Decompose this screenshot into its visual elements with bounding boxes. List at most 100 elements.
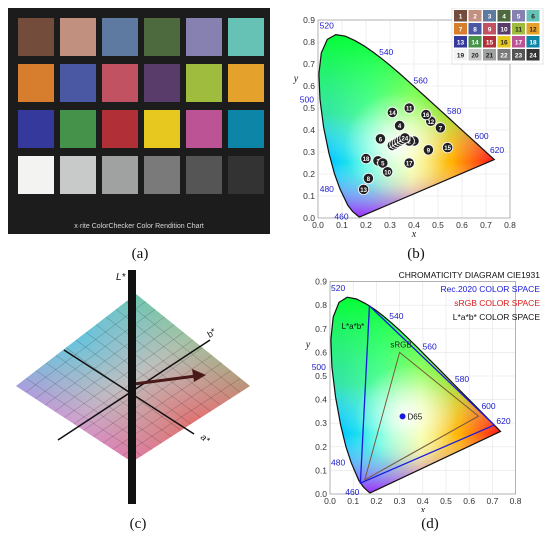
legend-swatch <box>512 36 525 48</box>
y-tick-label: 0.8 <box>315 300 327 310</box>
plot-frame <box>317 19 511 219</box>
y-tick-label: 0.0 <box>315 489 327 499</box>
y-tick-label: 0.7 <box>315 324 327 334</box>
color-patch <box>144 64 180 102</box>
y-axis-label: y <box>293 74 299 85</box>
colorchecker-point-label: 15 <box>444 146 451 152</box>
y-tick-label: 0.0 <box>303 213 315 223</box>
legend-swatch <box>483 23 496 35</box>
colorchecker-point <box>374 133 387 145</box>
color-patch <box>18 18 54 56</box>
color-patch <box>186 110 222 148</box>
y-tick-label: 0.7 <box>303 59 315 69</box>
legend-number: 12 <box>529 27 537 34</box>
y-tick-label: 0.6 <box>315 347 327 357</box>
wavelength-label: 620 <box>496 416 510 426</box>
colorchecker-point <box>422 144 434 156</box>
y-tick-label: 0.2 <box>303 169 315 179</box>
colorchecker-brand: x·rite ColorChecker Color Rendition Char… <box>74 223 204 230</box>
colorchecker-point-label: 4 <box>398 124 402 130</box>
legend-number: 21 <box>486 53 494 60</box>
color-patch <box>60 64 96 102</box>
colorchecker-point-label: 11 <box>406 107 413 113</box>
color-patch <box>60 110 96 148</box>
wavelength-label: 480 <box>331 458 345 468</box>
color-patch <box>18 110 54 148</box>
legend-swatch <box>483 36 496 48</box>
legend-swatch <box>497 23 511 35</box>
colorchecker-point <box>434 122 446 134</box>
legend-number: 7 <box>459 27 463 34</box>
x-tick-label: 0.4 <box>408 220 420 230</box>
wavelength-label: 560 <box>414 76 428 86</box>
y-tick-label: 0.5 <box>303 103 315 113</box>
legend-number: 11 <box>515 27 522 34</box>
legend-number: 8 <box>473 27 477 34</box>
legend-swatch <box>454 49 467 61</box>
colorchecker-point-label: 12 <box>427 120 434 126</box>
spectral-locus-outline <box>318 33 496 218</box>
x-tick-label: 0.4 <box>417 496 429 506</box>
legend-swatch <box>512 10 525 22</box>
colorchecker-point-label: 7 <box>439 126 443 132</box>
color-patch <box>102 64 138 102</box>
y-axis-label: y <box>305 340 311 351</box>
colorchecker-point <box>382 166 394 178</box>
colorchecker-point <box>403 157 415 169</box>
caption-c: (c) <box>129 516 147 532</box>
y-tick-label: 0.9 <box>315 277 327 287</box>
legend-number: 17 <box>515 40 523 47</box>
legend-swatch <box>512 49 525 61</box>
cie-points-panel: 0.0 0.1 0.2 0.3 0.4 0.5 0.6 0.7 0.8 0.0 0.1 0.2 0.3 0… <box>284 7 546 240</box>
x-tick-label: 0.6 <box>456 220 468 230</box>
x-axis-label: x <box>411 229 417 240</box>
color-patch <box>228 18 264 56</box>
lab-label: L*a*b* <box>342 322 365 331</box>
a-axis-label: a* <box>199 432 212 445</box>
cie-diagram-gamuts: 0.0 0.1 0.2 0.3 0.4 0.5 0.6 0.7 0.8 0.0 0.1 0.2 0.3 0… <box>305 270 541 516</box>
x-tick-label: 0.1 <box>347 496 359 506</box>
color-patch <box>18 156 54 194</box>
colorchecker-point <box>403 102 415 114</box>
legend-swatch <box>483 10 496 22</box>
colorchecker-point-label: 8 <box>367 177 371 183</box>
legend-swatch <box>483 49 496 61</box>
legend-swatch <box>454 36 467 48</box>
x-tick-label: 0.8 <box>510 496 522 506</box>
y-tick-label: 0.5 <box>315 371 327 381</box>
lab-vector-head <box>192 369 206 382</box>
x-tick-label: 0.5 <box>440 496 452 506</box>
colorchecker-point <box>386 106 399 119</box>
legend-swatch <box>468 23 482 35</box>
colorchecker-point-label: 16 <box>423 113 430 119</box>
legend-number: 5 <box>517 14 521 21</box>
rec2020-gamut <box>359 304 496 485</box>
legend-swatch <box>526 36 540 48</box>
wavelength-label: 520 <box>320 21 334 31</box>
colorchecker-point <box>399 132 411 144</box>
d65-label: D65 <box>408 412 423 421</box>
legend-swatch <box>454 10 467 22</box>
legend-swatch <box>526 10 540 22</box>
y-tick-label: 0.3 <box>315 418 327 428</box>
legend-number: 9 <box>488 27 492 34</box>
x-tick-label: 0.8 <box>504 220 516 230</box>
color-patch <box>60 18 96 56</box>
chart-title: CHROMATICITY DIAGRAM CIE1931 <box>399 270 541 280</box>
wavelength-label: 600 <box>474 131 488 141</box>
lab-vector <box>133 374 197 386</box>
legend-number: 18 <box>529 40 537 47</box>
wavelength-label: 560 <box>423 342 437 352</box>
legend-entry: sRGB COLOR SPACE <box>454 298 540 308</box>
x-tick-label: 0.6 <box>463 496 475 506</box>
color-patch <box>102 156 138 194</box>
y-tick-label: 0.4 <box>303 125 315 135</box>
legend-number: 14 <box>471 40 479 47</box>
colorchecker-point <box>442 142 454 154</box>
y-tick-label: 0.1 <box>315 465 327 475</box>
color-patch <box>228 64 264 102</box>
l-axis <box>128 270 136 504</box>
legend-swatch <box>497 10 511 22</box>
legend-number: 22 <box>500 53 508 60</box>
x-tick-label: 0.0 <box>312 220 324 230</box>
